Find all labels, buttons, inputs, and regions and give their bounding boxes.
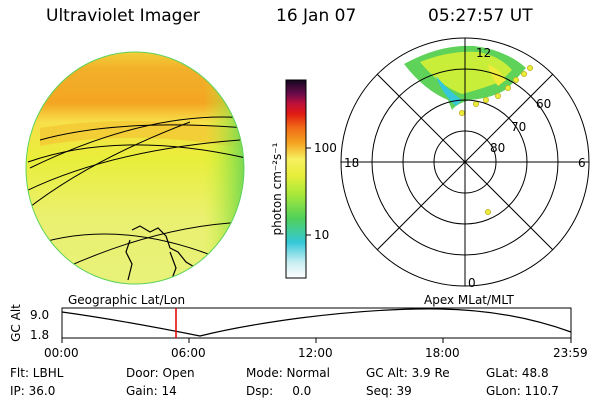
time-label: 05:27:57 UT bbox=[428, 6, 533, 26]
colorbar-gradient bbox=[285, 79, 307, 279]
timeline-x-tick-1200: 12:00 bbox=[298, 346, 333, 360]
timeline-frame bbox=[61, 307, 572, 339]
timeline-left-label: Geographic Lat/Lon bbox=[68, 293, 186, 307]
lat-label-70: 70 bbox=[511, 120, 527, 134]
info-glat: GLat: 48.8 bbox=[486, 366, 549, 380]
mlt-label-6: 6 bbox=[578, 156, 586, 170]
date-label: 16 Jan 07 bbox=[276, 6, 357, 26]
info-filter: Flt: LBHL bbox=[10, 366, 64, 380]
info-seq: Seq: 39 bbox=[366, 384, 412, 398]
mlt-label-18: 18 bbox=[344, 156, 360, 170]
timeline-x-tick-0000: 00:00 bbox=[44, 346, 79, 360]
lat-label-60: 60 bbox=[536, 97, 552, 111]
mlt-label-12: 12 bbox=[476, 46, 492, 60]
timeline-y-tick-top: 9.0 bbox=[30, 308, 50, 322]
instrument-title: Ultraviolet Imager bbox=[46, 6, 200, 26]
timeline-x-tick-0600: 06:00 bbox=[171, 346, 206, 360]
timeline-right-label: Apex MLat/MLT bbox=[424, 293, 514, 307]
info-gain: Gain: 14 bbox=[126, 384, 177, 398]
lat-label-80: 80 bbox=[490, 141, 506, 155]
timeline-x-tick-1800: 18:00 bbox=[425, 346, 460, 360]
info-dsp: Dsp: 0.0 bbox=[246, 384, 312, 398]
info-gc-alt: GC Alt: 3.9 Re bbox=[366, 366, 450, 380]
altitude-curve bbox=[61, 308, 572, 337]
info-glon: GLon: 110.7 bbox=[486, 384, 559, 398]
timeline-y-title: GC Alt bbox=[9, 304, 23, 342]
timeline-x-tick-2359: 23:59 bbox=[553, 346, 588, 360]
mlt-label-0: 0 bbox=[468, 276, 476, 290]
colorbar-tick-10: 10 bbox=[314, 228, 330, 242]
info-ip: IP: 36.0 bbox=[10, 384, 56, 398]
info-door: Door: Open bbox=[126, 366, 195, 380]
colorbar-tick-100: 100 bbox=[314, 141, 337, 155]
info-mode: Mode: Normal bbox=[246, 366, 330, 380]
timeline-y-tick-bottom: 1.8 bbox=[30, 328, 50, 342]
